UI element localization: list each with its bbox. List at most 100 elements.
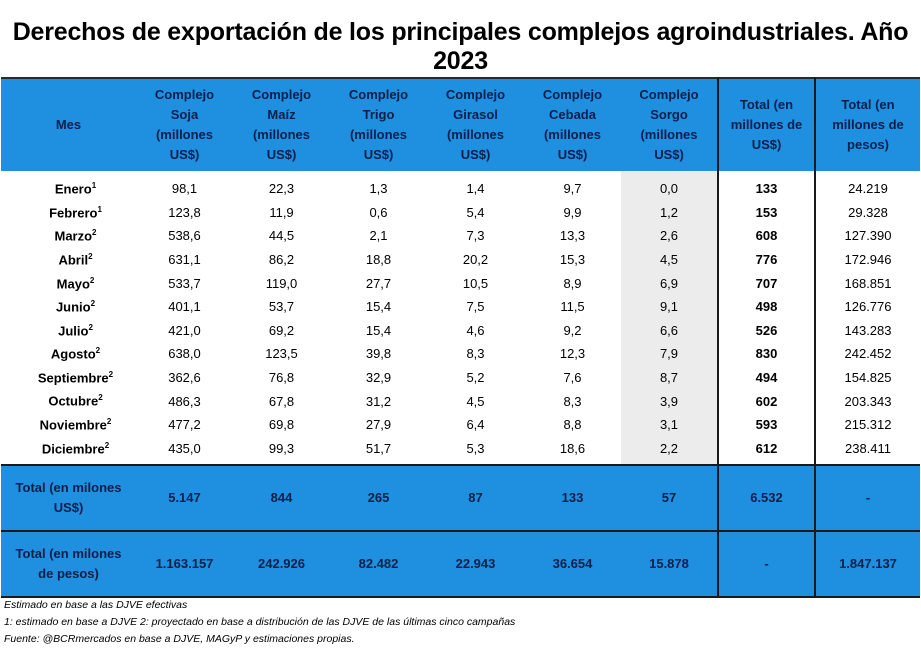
month-footnote-marker: 2: [90, 299, 96, 309]
cell-total-pesos: 126.776: [815, 294, 920, 319]
cell-maiz: 44,5: [233, 224, 330, 248]
header-total-usd: Total (en millones de US$): [718, 77, 816, 171]
table-row: Noviembre2 477,2 69,8 27,9 6,4 8,8 3,1 593 215.3…: [1, 412, 920, 437]
header-mes: Mes: [1, 77, 136, 171]
cell-soja: 477,2: [136, 412, 233, 437]
month-footnote-marker: 1: [97, 204, 102, 214]
table-row: Marzo2 538,6 44,5 2,1 7,3 13,3 2,6 608 127.390: [1, 224, 920, 248]
total-pesos-row: Total (en milones de pesos) 1.163.157 24…: [1, 530, 920, 599]
total-pesos-total-usd: -: [718, 530, 816, 599]
month-label: Diciembre: [41, 440, 105, 456]
cell-cebada: 8,9: [524, 271, 621, 295]
table-row: Enero1 98,1 22,3 1,3 1,4 9,7 0,0 133 24.219: [1, 171, 920, 201]
month-footnote-marker: 2: [92, 228, 97, 238]
cell-girasol: 6,4: [427, 412, 524, 437]
table-row: Julio2 421,0 69,2 15,4 4,6 9,2 6,6 526 143.283: [1, 318, 920, 343]
total-usd-cebada: 133: [524, 464, 621, 532]
month-cell: Enero1: [1, 171, 136, 201]
month-label: Mayo: [56, 275, 90, 291]
month-cell: Agosto2: [1, 342, 136, 366]
total-usd-total-usd: 6.532: [718, 464, 816, 532]
month-label: Marzo: [54, 228, 93, 244]
total-pesos-cebada: 36.654: [524, 530, 621, 599]
monthly-rows: Enero1 98,1 22,3 1,3 1,4 9,7 0,0 133 24.219 Febre…: [1, 171, 920, 466]
cell-total-usd: 707: [717, 271, 816, 295]
total-pesos-maiz: 242.926: [233, 530, 330, 599]
cell-maiz: 69,8: [233, 412, 330, 437]
cell-maiz: 67,8: [233, 389, 330, 413]
total-usd-sorgo: 57: [621, 464, 719, 532]
header-total-pesos: Total (en millones de pesos): [815, 77, 920, 171]
month-label: Agosto: [50, 346, 96, 362]
cell-cebada: 9,7: [524, 171, 621, 201]
cell-maiz: 22,3: [233, 171, 330, 201]
cell-soja: 486,3: [136, 389, 233, 413]
cell-soja: 638,0: [136, 342, 233, 366]
cell-total-usd: 494: [717, 365, 816, 390]
cell-girasol: 7,3: [427, 224, 524, 248]
cell-cebada: 11,5: [524, 294, 621, 319]
month-footnote-marker: 2: [88, 251, 93, 261]
cell-girasol: 5,3: [427, 436, 524, 466]
cell-sorgo: 7,9: [621, 342, 718, 366]
month-label: Junio: [55, 299, 91, 315]
cell-cebada: 9,2: [524, 318, 621, 343]
cell-sorgo: 2,2: [621, 436, 718, 466]
cell-total-usd: 153: [717, 200, 816, 225]
cell-total-usd: 593: [717, 412, 816, 437]
cell-total-pesos: 238.411: [815, 436, 920, 466]
cell-total-pesos: 143.283: [815, 318, 920, 343]
table-row: Mayo2 533,7 119,0 27,7 10,5 8,9 6,9 707 168.851: [1, 271, 920, 295]
cell-maiz: 119,0: [233, 271, 330, 295]
cell-girasol: 4,6: [427, 318, 524, 343]
month-footnote-marker: 2: [95, 346, 101, 356]
cell-sorgo: 4,5: [621, 247, 718, 272]
header-cebada: Complejo Cebada (millones US$): [524, 77, 621, 171]
cell-trigo: 32,9: [330, 365, 427, 390]
footnotes: Estimado en base a las DJVE efectivas 1:…: [4, 597, 515, 648]
cell-trigo: 51,7: [330, 436, 427, 466]
cell-total-pesos: 242.452: [815, 342, 920, 366]
cell-trigo: 39,8: [330, 342, 427, 366]
cell-sorgo: 9,1: [621, 294, 718, 319]
cell-total-usd: 612: [717, 436, 816, 466]
cell-total-usd: 526: [717, 318, 816, 343]
page-title: Derechos de exportación de los principal…: [12, 18, 909, 75]
month-footnote-marker: 2: [104, 440, 110, 450]
month-cell: Mayo2: [1, 271, 136, 295]
cell-girasol: 10,5: [427, 271, 524, 295]
cell-sorgo: 3,9: [621, 389, 718, 413]
cell-girasol: 1,4: [427, 171, 524, 201]
cell-total-pesos: 154.825: [815, 365, 920, 390]
cell-trigo: 0,6: [330, 200, 427, 225]
cell-cebada: 18,6: [524, 436, 621, 466]
cell-soja: 362,6: [136, 365, 233, 390]
cell-cebada: 13,3: [524, 224, 621, 248]
cell-maiz: 11,9: [233, 200, 330, 225]
month-cell: Junio2: [1, 294, 136, 319]
cell-trigo: 15,4: [330, 318, 427, 343]
cell-maiz: 76,8: [233, 365, 330, 390]
cell-maiz: 69,2: [233, 318, 330, 343]
month-label: Enero: [54, 181, 92, 197]
cell-trigo: 31,2: [330, 389, 427, 413]
cell-girasol: 4,5: [427, 389, 524, 413]
cell-sorgo: 0,0: [621, 171, 718, 201]
cell-total-pesos: 215.312: [815, 412, 920, 437]
cell-girasol: 5,2: [427, 365, 524, 390]
month-cell: Octubre2: [1, 389, 136, 413]
header-sorgo: Complejo Sorgo (millones US$): [621, 77, 719, 171]
header-girasol: Complejo Girasol (millones US$): [427, 77, 524, 171]
header-trigo: Complejo Trigo (millones US$): [330, 77, 427, 171]
cell-total-pesos: 168.851: [815, 271, 920, 295]
cell-sorgo: 6,9: [621, 271, 718, 295]
cell-girasol: 7,5: [427, 294, 524, 319]
total-pesos-label: Total (en milones de pesos): [1, 530, 136, 599]
month-label: Febrero: [49, 205, 98, 221]
cell-soja: 98,1: [136, 171, 233, 201]
month-cell: Marzo2: [1, 224, 136, 248]
total-pesos-girasol: 22.943: [427, 530, 524, 599]
cell-girasol: 8,3: [427, 342, 524, 366]
month-footnote-marker: 1: [91, 181, 97, 191]
table-row: Junio2 401,1 53,7 15,4 7,5 11,5 9,1 498 126.776: [1, 294, 920, 319]
